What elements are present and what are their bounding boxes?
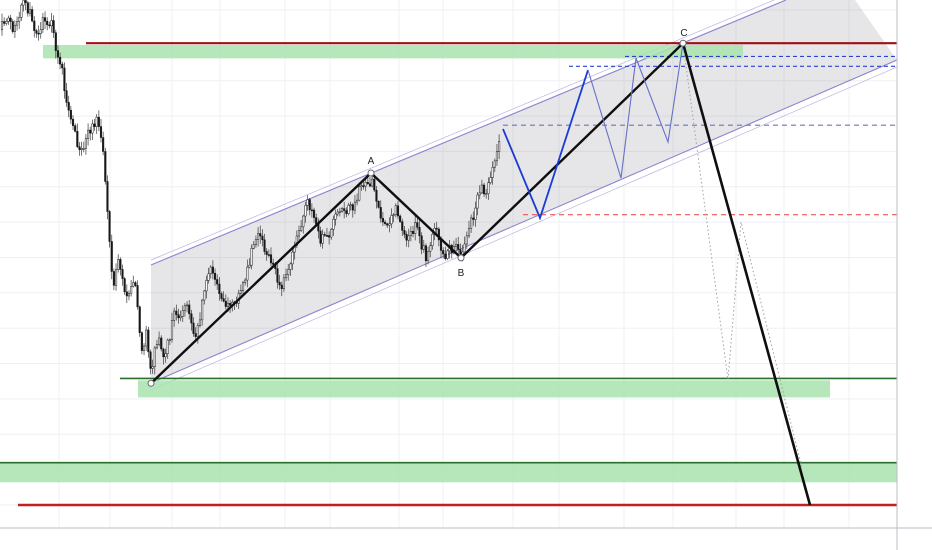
vertex-marker (457, 254, 465, 262)
vertex-marker (367, 169, 375, 177)
lower-demand-zone[interactable] (0, 463, 897, 483)
abc-zigzag[interactable] (150, 42, 684, 385)
mid-demand-zone[interactable] (138, 380, 830, 398)
wave-point-label-A: A (368, 156, 375, 167)
elliott-projection-bold[interactable] (502, 69, 589, 221)
drawings[interactable]: A B C (147, 28, 812, 506)
vertex-marker (679, 39, 687, 47)
dotted-projection-path[interactable] (682, 43, 803, 469)
vertex-marker (147, 379, 155, 387)
upper-supply-zone[interactable] (43, 45, 743, 59)
trend-channel[interactable] (150, 0, 898, 391)
wave-point-label-B: B (458, 268, 465, 279)
price-zones[interactable] (0, 45, 897, 483)
wave-point-label-C: C (680, 28, 687, 39)
candlestick-series (0, 0, 501, 375)
level-lines[interactable] (18, 42, 897, 507)
breakdown-trendline[interactable] (681, 42, 812, 506)
elliott-projection-thin[interactable] (587, 43, 684, 179)
